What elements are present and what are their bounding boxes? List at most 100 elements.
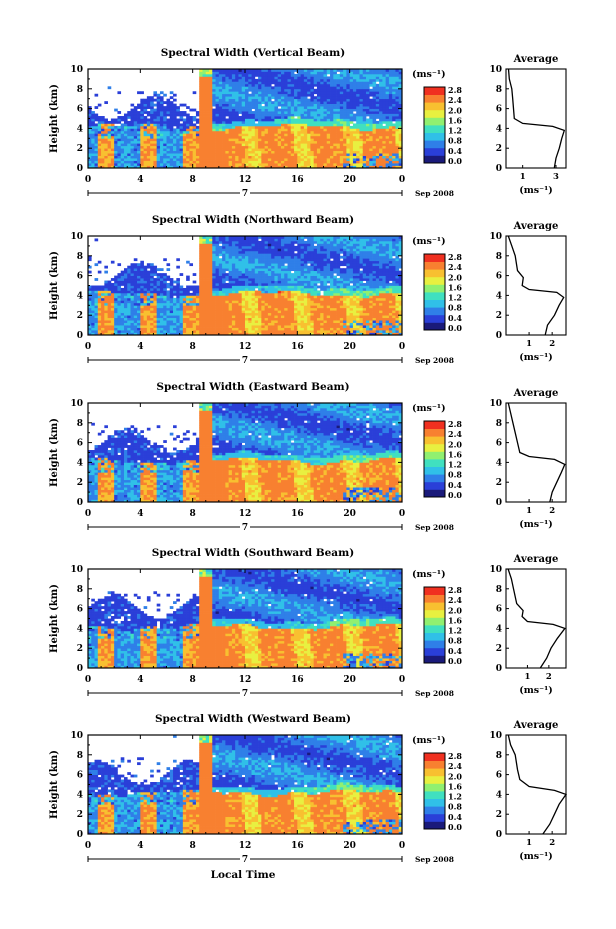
heatmap-cell xyxy=(231,140,236,144)
heatmap-cell xyxy=(372,135,377,139)
heatmap-cell xyxy=(143,123,148,127)
heatmap-cell xyxy=(222,250,226,254)
heatmap-cell xyxy=(258,268,262,272)
heatmap-cell xyxy=(199,295,203,299)
heatmap-cell xyxy=(343,76,347,80)
heatmap-cell xyxy=(231,258,236,262)
heatmap-cell xyxy=(173,135,177,139)
heatmap-cell xyxy=(137,120,141,124)
heatmap-cell xyxy=(150,265,154,269)
heatmap-cell xyxy=(228,145,233,149)
heatmap-cell xyxy=(323,160,328,164)
heatmap-cell xyxy=(137,268,141,272)
heatmap-cell xyxy=(94,163,99,166)
heatmap-cell xyxy=(137,130,141,134)
heatmap-cell xyxy=(205,330,210,333)
heatmap-cell xyxy=(107,163,112,166)
heatmap-cell xyxy=(209,155,213,159)
heatmap-cell xyxy=(254,116,259,119)
heatmap-cell xyxy=(110,123,115,127)
heatmap-cell xyxy=(133,285,138,289)
heatmap-cell xyxy=(189,163,194,166)
heatmap-cell xyxy=(248,153,252,156)
heatmap-cell xyxy=(369,133,373,137)
heatmap-cell xyxy=(130,113,135,117)
heatmap-cell xyxy=(212,238,216,242)
heatmap-cell xyxy=(117,111,122,114)
heatmap-cell xyxy=(231,113,236,117)
heatmap-cell xyxy=(320,133,324,137)
heatmap-cell xyxy=(143,125,148,129)
heatmap-cell xyxy=(330,155,334,159)
heatmap-cell xyxy=(228,106,233,109)
heatmap-cell xyxy=(284,120,288,124)
heatmap xyxy=(88,69,403,169)
heatmap-cell xyxy=(173,305,177,309)
heatmap-cell xyxy=(241,332,246,336)
heatmap-cell xyxy=(349,101,354,104)
heatmap-cell xyxy=(372,111,377,114)
heatmap-cell xyxy=(300,116,305,119)
heatmap-cell xyxy=(202,270,207,274)
heatmap-cell xyxy=(110,312,115,316)
heatmap-cell xyxy=(385,103,390,107)
heatmap-cell xyxy=(215,165,220,169)
heatmap-cell xyxy=(231,88,236,92)
heatmap-cell xyxy=(235,248,239,252)
heatmap-cell xyxy=(254,103,259,107)
heatmap-cell xyxy=(225,245,229,249)
heatmap-cell xyxy=(280,123,285,127)
heatmap-cell xyxy=(343,155,347,159)
heatmap-cell xyxy=(388,140,393,144)
heatmap-cell xyxy=(366,120,370,124)
heatmap-cell xyxy=(199,135,203,139)
heatmap-cell xyxy=(166,330,171,333)
heatmap-cell xyxy=(300,153,305,156)
heatmap-cell xyxy=(117,280,122,284)
heatmap-cell xyxy=(222,108,226,112)
heatmap-cell xyxy=(277,101,282,104)
heatmap-cell xyxy=(159,275,164,279)
heatmap-cell xyxy=(215,81,220,85)
heatmap-cell xyxy=(143,295,148,299)
heatmap-cell xyxy=(97,143,102,147)
heatmap-cell xyxy=(218,280,223,284)
heatmap-cell xyxy=(231,116,236,119)
heatmap-cell xyxy=(173,330,177,333)
heatmap-cell xyxy=(169,302,174,306)
heatmap-cell xyxy=(169,155,174,159)
heatmap-cell xyxy=(189,130,194,134)
heatmap-cell xyxy=(382,148,386,152)
heatmap-cell xyxy=(225,275,229,279)
heatmap-cell xyxy=(235,265,239,269)
heatmap-cell xyxy=(362,86,367,90)
heatmap-cell xyxy=(267,108,272,112)
heatmap-cell xyxy=(339,163,344,166)
heatmap-cell xyxy=(127,275,131,279)
heatmap-cell xyxy=(212,73,216,77)
heatmap-cell xyxy=(231,158,236,161)
heatmap-cell xyxy=(222,248,226,252)
heatmap-cell xyxy=(159,327,164,331)
heatmap-cell xyxy=(123,133,128,137)
x-tick-label: 16 xyxy=(291,175,304,185)
heatmap-cell xyxy=(303,165,308,169)
heatmap-cell xyxy=(202,273,207,276)
heatmap-cell xyxy=(271,155,275,159)
heatmap-cell xyxy=(140,317,144,321)
heatmap-cell xyxy=(320,103,324,107)
heatmap-cell xyxy=(225,143,229,147)
heatmap-cell xyxy=(107,317,112,321)
heatmap-cell xyxy=(290,133,295,137)
heatmap-cell xyxy=(104,148,108,152)
heatmap-cell xyxy=(231,130,236,134)
heatmap-cell xyxy=(156,106,161,109)
heatmap-cell xyxy=(225,118,229,122)
heatmap-cell xyxy=(114,312,118,316)
heatmap-cell xyxy=(241,240,246,244)
heatmap-cell xyxy=(163,283,167,286)
heatmap-cell xyxy=(320,91,324,95)
heatmap-cell xyxy=(238,73,243,77)
heatmap-cell xyxy=(248,76,252,80)
heatmap-cell xyxy=(339,111,344,114)
